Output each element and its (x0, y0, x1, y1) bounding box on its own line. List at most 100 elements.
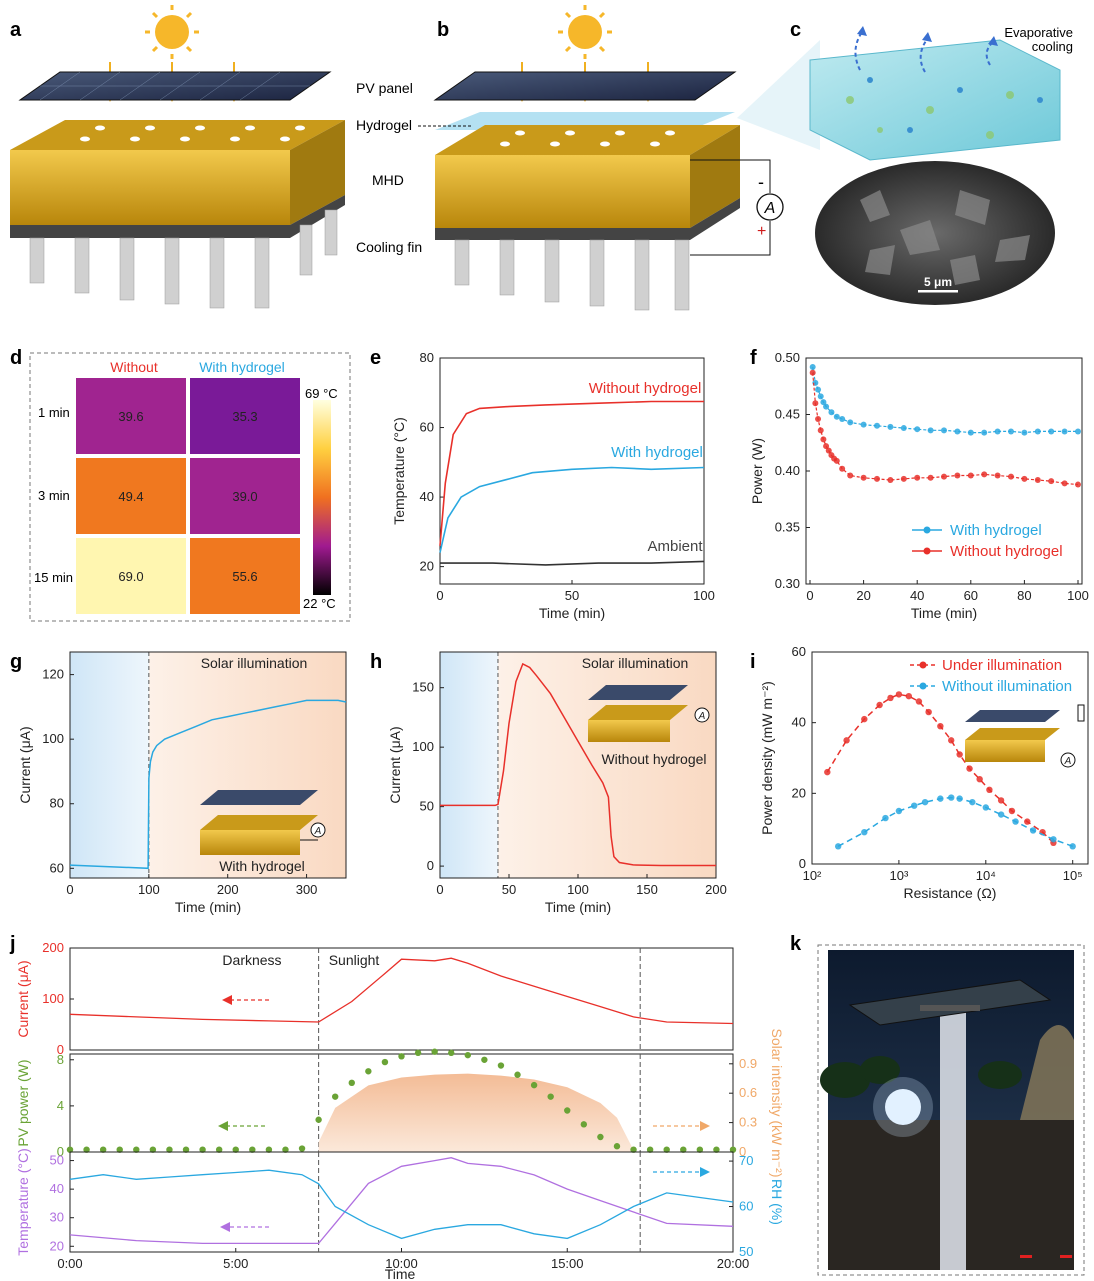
schematic-b: A - + PV panel Hydrogel MHD Cooling fin (356, 5, 784, 311)
data-point (941, 427, 947, 434)
data-point (713, 1146, 720, 1153)
data-point (954, 428, 961, 435)
hydrogel-block (809, 39, 1061, 161)
phase-label: Sunlight (329, 952, 380, 968)
y-tick-label: 0.45 (775, 407, 800, 422)
x-axis-label: Time (min) (175, 899, 241, 915)
x-axis-label: Time (min) (911, 605, 977, 621)
thermal-value: 39.0 (232, 489, 257, 504)
data-point (833, 413, 840, 420)
panel-letter-g: g (10, 651, 22, 673)
y-tick-label: 8 (57, 1052, 64, 1067)
thermal-cell (190, 538, 300, 614)
mhd-block (10, 150, 290, 225)
y-tick-label: 0 (799, 856, 806, 871)
thermal-cell (76, 378, 186, 454)
series-label: Without hydrogel (589, 380, 702, 397)
legend-label: Without hydrogel (950, 543, 1063, 560)
plot-frame (69, 947, 734, 1051)
inset-pv (965, 710, 1060, 722)
x-tick-label: 40 (910, 588, 924, 603)
y-tick-label: 200 (42, 940, 64, 955)
x-axis-label: Resistance (Ω) (904, 885, 997, 901)
data-point (817, 393, 824, 400)
data-point (809, 369, 816, 376)
ammeter-icon (310, 822, 326, 838)
data-point (298, 1145, 306, 1152)
panel-letter-c: c (790, 19, 801, 41)
data-point (937, 723, 944, 730)
x-tick-label: 15:00 (551, 1256, 584, 1271)
data-point (895, 807, 903, 815)
x-tick-label: 200 (705, 882, 727, 897)
data-point (927, 427, 934, 434)
x-tick-label: 100 (138, 882, 160, 897)
data-point (133, 1146, 140, 1153)
data-point (948, 794, 955, 801)
y-tick-label: 60 (792, 644, 806, 659)
data-point (315, 1116, 322, 1123)
data-point (809, 364, 816, 371)
data-point (464, 1051, 471, 1059)
y-tick-label: 0.35 (775, 520, 800, 535)
y2-axis-label: RH (%) (769, 1179, 785, 1225)
data-point (66, 1146, 74, 1153)
data-point (199, 1146, 206, 1153)
data-point (815, 416, 822, 423)
schematic-a (10, 5, 345, 309)
y-tick-label: 80 (420, 350, 434, 365)
mhd-top (435, 125, 740, 155)
inset-device (200, 815, 318, 830)
data-point (915, 698, 923, 705)
data-point (887, 694, 894, 702)
y-tick-label: 60 (420, 420, 434, 435)
data-point (900, 475, 907, 482)
data-point (824, 768, 831, 776)
inset-device (965, 728, 1060, 740)
chart-e: 0 50 100 20 40 60 80 Time (min) Temperature (°C)… (391, 350, 715, 621)
x-tick-label: 10:00 (385, 1256, 418, 1271)
data-point (83, 1146, 90, 1153)
plot-frame (811, 651, 1089, 865)
data-point (823, 443, 830, 450)
col-header-with: With hydrogel (199, 359, 285, 375)
minus-sign: - (758, 172, 764, 192)
y2-tick-label: 50 (739, 1244, 753, 1259)
data-point (967, 429, 974, 436)
ammeter-label: A (1064, 756, 1072, 767)
data-point (597, 1133, 604, 1141)
data-point (265, 1146, 273, 1153)
legend-marker (923, 526, 931, 534)
panel-letter-d: d (10, 347, 22, 369)
y-tick-label: 20 (792, 785, 806, 800)
scale-max-label: 69 °C (305, 386, 338, 401)
panel-letter-h: h (370, 651, 382, 673)
data-point (986, 786, 993, 793)
y-tick-label: 0 (57, 1042, 64, 1057)
x-tick-label: 300 (296, 882, 318, 897)
series-line (69, 957, 734, 1025)
y-tick-label: 20 (420, 559, 434, 574)
legend-label: Under illumination (942, 657, 1062, 674)
data-point (1061, 428, 1068, 435)
data-point (1050, 836, 1057, 843)
inset-pv (200, 790, 318, 805)
data-point (381, 1058, 389, 1066)
x-tick-label: 0 (806, 588, 813, 603)
plot-frame (69, 651, 347, 879)
row-label-1: 1 min (38, 405, 70, 420)
data-point (914, 474, 921, 481)
y-tick-label: 120 (42, 667, 64, 682)
series-line (69, 699, 347, 870)
ammeter-label: A (764, 200, 776, 217)
external-circuit (690, 159, 771, 256)
data-point (696, 1146, 704, 1153)
y-axis-label: Temperature (°C) (391, 417, 407, 525)
y2-tick-label: 60 (739, 1199, 753, 1214)
panel-letter-e: e (370, 347, 381, 369)
chart-g: 0 100 200 300 60 80 100 120 Time (min) Current (μ… (17, 651, 347, 915)
axis-arrow-head (220, 1222, 230, 1232)
plus-sign: + (757, 223, 766, 240)
data-point (530, 1081, 538, 1089)
